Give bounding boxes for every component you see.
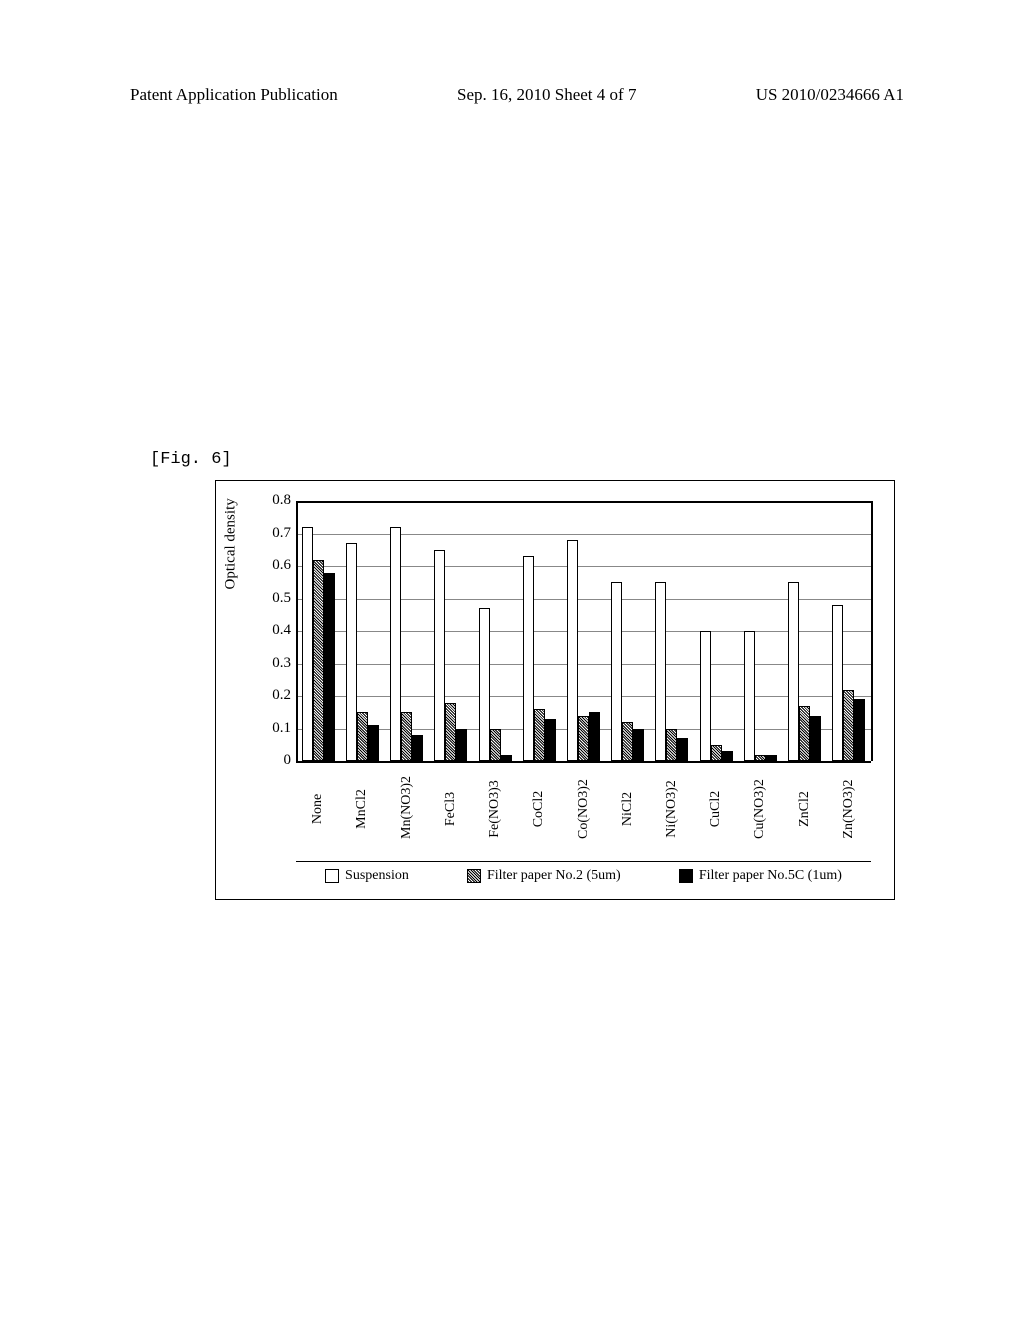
- bar-group: [434, 550, 467, 761]
- legend-item-filter5c: Filter paper No.5C (1um): [679, 868, 842, 884]
- bar-group: [744, 631, 777, 761]
- y-axis-right-line: [871, 501, 873, 761]
- bar: [357, 712, 368, 761]
- x-tick-label: Fe(NO3)3: [487, 779, 503, 839]
- x-tick-label: Ni(NO3)2: [664, 779, 680, 839]
- x-axis-line: [296, 761, 871, 763]
- legend-item-suspension: Suspension: [325, 868, 409, 884]
- y-tick-label: 0.6: [266, 557, 291, 574]
- y-tick-label: 0: [266, 752, 291, 769]
- figure-label: [Fig. 6]: [150, 450, 232, 469]
- bar-group: [788, 582, 821, 761]
- x-tick-label: Zn(NO3)2: [841, 779, 857, 839]
- y-axis-label: Optical density: [223, 498, 240, 589]
- bar: [589, 712, 600, 761]
- bar: [545, 719, 556, 761]
- x-tick-label: NiCl2: [620, 779, 636, 839]
- bar: [456, 729, 467, 762]
- x-tick-label: ZnCl2: [797, 779, 813, 839]
- bar: [434, 550, 445, 761]
- bar-group: [302, 527, 335, 761]
- bar: [578, 716, 589, 762]
- legend-item-filter2: Filter paper No.2 (5um): [467, 868, 621, 884]
- x-tick-label: Co(NO3)2: [576, 779, 592, 839]
- bar: [534, 709, 545, 761]
- bar: [401, 712, 412, 761]
- legend-box-filter2: [467, 869, 481, 883]
- x-tick-label: Cu(NO3)2: [752, 779, 768, 839]
- bar: [677, 738, 688, 761]
- x-tick-label: CuCl2: [708, 779, 724, 839]
- y-tick-label: 0.1: [266, 720, 291, 737]
- x-tick-label: MnCl2: [354, 779, 370, 839]
- legend-box-filter5c: [679, 869, 693, 883]
- bar: [390, 527, 401, 761]
- legend-label-suspension: Suspension: [345, 868, 409, 884]
- bar: [445, 703, 456, 762]
- bar-chart: Optical density 0 0.1 0.2 0.3 0.4 0.5 0.6 0.7 0.…: [215, 480, 895, 900]
- bar: [633, 729, 644, 762]
- bar: [412, 735, 423, 761]
- plot-area: [296, 501, 871, 761]
- bar: [810, 716, 821, 762]
- y-tick-label: 0.2: [266, 687, 291, 704]
- page-header: Patent Application Publication Sep. 16, …: [0, 85, 1024, 105]
- y-tick-label: 0.8: [266, 492, 291, 509]
- bar-group: [655, 582, 688, 761]
- x-tick-label: None: [310, 779, 326, 839]
- bar-group: [346, 543, 379, 761]
- x-tick-label: FeCl3: [443, 779, 459, 839]
- bar: [832, 605, 843, 761]
- header-right: US 2010/0234666 A1: [756, 85, 904, 105]
- bar: [490, 729, 501, 762]
- header-left: Patent Application Publication: [130, 85, 338, 105]
- bar: [313, 560, 324, 762]
- bar: [302, 527, 313, 761]
- bar: [479, 608, 490, 761]
- y-tick-label: 0.4: [266, 622, 291, 639]
- bar: [655, 582, 666, 761]
- y-tick-label: 0.3: [266, 655, 291, 672]
- legend-label-filter2: Filter paper No.2 (5um): [487, 868, 621, 884]
- bar: [523, 556, 534, 761]
- legend-box-suspension: [325, 869, 339, 883]
- bar: [711, 745, 722, 761]
- bar: [799, 706, 810, 761]
- bar-group: [700, 631, 733, 761]
- x-tick-label: Mn(NO3)2: [399, 779, 415, 839]
- legend: Suspension Filter paper No.2 (5um) Filte…: [296, 861, 871, 889]
- bar: [611, 582, 622, 761]
- bar: [368, 725, 379, 761]
- bar-group: [611, 582, 644, 761]
- bar-group: [567, 540, 600, 761]
- bar: [843, 690, 854, 762]
- legend-label-filter5c: Filter paper No.5C (1um): [699, 868, 842, 884]
- x-tick-label: CoCl2: [531, 779, 547, 839]
- bar-group: [390, 527, 423, 761]
- bar-group: [832, 605, 865, 761]
- bar: [788, 582, 799, 761]
- y-tick-label: 0.5: [266, 590, 291, 607]
- header-center: Sep. 16, 2010 Sheet 4 of 7: [457, 85, 636, 105]
- bar-group: [479, 608, 512, 761]
- bar: [744, 631, 755, 761]
- bar: [324, 573, 335, 762]
- bar: [622, 722, 633, 761]
- bar: [854, 699, 865, 761]
- y-tick-label: 0.7: [266, 525, 291, 542]
- bar: [722, 751, 733, 761]
- bar-group: [523, 556, 556, 761]
- bar: [567, 540, 578, 761]
- bar: [666, 729, 677, 762]
- bar: [700, 631, 711, 761]
- bar: [346, 543, 357, 761]
